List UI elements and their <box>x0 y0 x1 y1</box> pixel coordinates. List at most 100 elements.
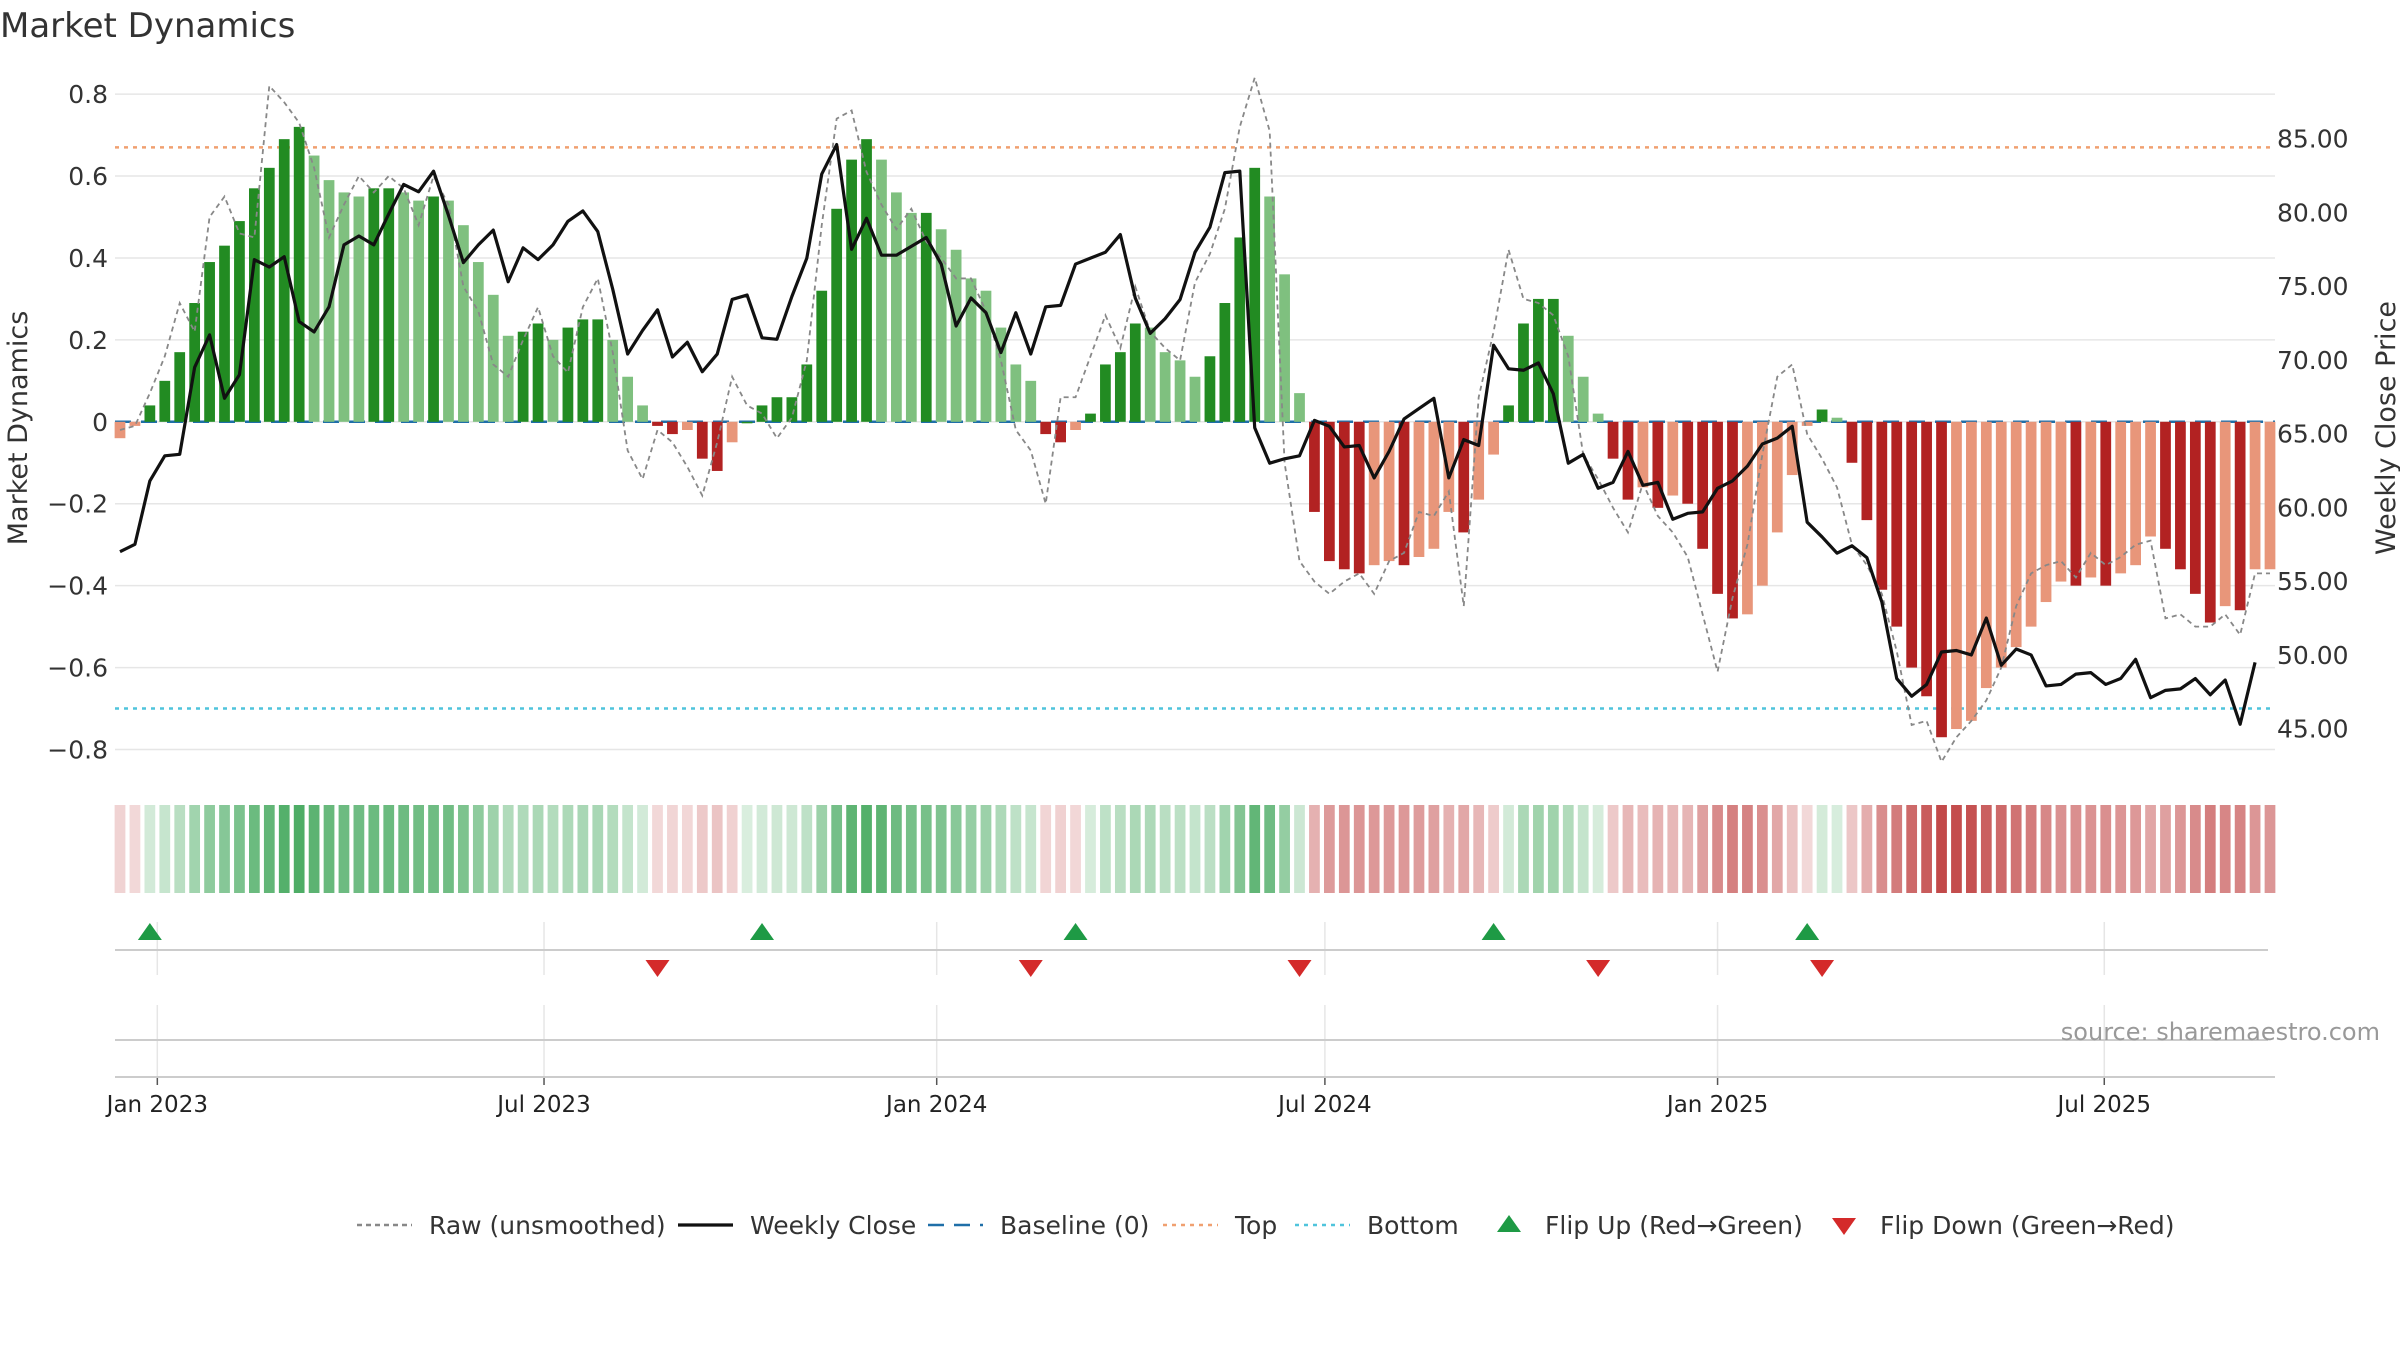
heat-cell <box>2070 805 2082 893</box>
legend-item: Flip Down (Green→Red) <box>1832 1211 2175 1240</box>
heat-cell <box>1876 805 1888 893</box>
dynamics-bar <box>1682 421 1694 504</box>
dynamics-bar <box>891 192 902 422</box>
dynamics-bar <box>1473 421 1485 500</box>
heat-cell <box>1010 805 1022 893</box>
heat-cell <box>1697 805 1709 893</box>
heat-cell <box>353 805 365 893</box>
dynamics-bar <box>1712 421 1723 594</box>
heat-cell <box>1324 805 1335 893</box>
dynamics-bar <box>308 155 320 422</box>
legend-item: Bottom <box>1295 1211 1459 1240</box>
dynamics-bar <box>1174 360 1186 422</box>
legend-label: Top <box>1234 1211 1277 1240</box>
heat-cell <box>2115 805 2127 893</box>
flip-up-marker <box>1063 923 1088 940</box>
heat-cell <box>1742 805 1753 893</box>
y-tick-label: 0.6 <box>68 162 108 191</box>
legend-item: Flip Up (Red→Green) <box>1497 1211 1803 1240</box>
heat-cell <box>383 805 395 893</box>
heat-cell <box>1458 805 1470 893</box>
heat-cell <box>1025 805 1037 893</box>
dynamics-bar <box>980 290 992 422</box>
heat-cell <box>1682 805 1694 893</box>
dynamics-bar <box>338 192 350 422</box>
dynamics-bar <box>995 327 1007 422</box>
heat-cell <box>801 805 813 893</box>
dynamics-bar <box>293 126 305 422</box>
dynamics-bar <box>278 139 290 422</box>
heat-cell <box>726 805 738 893</box>
heat-cell <box>2160 805 2171 893</box>
heat-cell <box>1144 805 1156 893</box>
heat-cell <box>592 805 604 893</box>
dynamics-bar <box>1801 421 1813 426</box>
heat-cell <box>308 805 320 893</box>
heat-cell <box>1129 805 1141 893</box>
dynamics-bar <box>1995 421 2007 668</box>
dynamics-bar <box>1966 421 1977 721</box>
dynamics-bar <box>950 249 962 422</box>
legend-item: Raw (unsmoothed) <box>357 1211 666 1240</box>
heat-cell <box>861 805 872 893</box>
heat-cell <box>846 805 857 893</box>
dynamics-bar <box>2175 421 2186 570</box>
y-tick-label: 0.4 <box>68 244 108 273</box>
dynamics-bar <box>831 208 843 422</box>
heat-cell <box>681 805 693 893</box>
dynamics-bar <box>1936 421 1947 738</box>
heat-cell <box>2130 805 2141 893</box>
heat-cell <box>263 805 275 893</box>
dynamics-bar <box>1846 421 1858 463</box>
dynamics-bar <box>2040 421 2052 603</box>
heat-cell <box>174 805 186 893</box>
heat-cell <box>1966 805 1977 893</box>
heat-cell <box>1040 805 1052 893</box>
dynamics-bar <box>652 421 663 426</box>
heat-cell <box>1338 805 1350 893</box>
dynamics-bar <box>219 245 230 422</box>
dynamics-bar <box>2115 421 2127 574</box>
heat-cell <box>1831 805 1843 893</box>
heat-cell <box>1055 805 1066 893</box>
dynamics-bar <box>905 212 917 422</box>
heat-cell <box>547 805 559 893</box>
dynamics-bar <box>234 221 245 422</box>
heat-cell <box>1906 805 1918 893</box>
flip-down-marker <box>1287 960 1312 977</box>
legend-label: Raw (unsmoothed) <box>429 1211 666 1240</box>
dynamics-bar <box>532 323 544 422</box>
dynamics-bar <box>786 397 798 422</box>
heat-cell <box>950 805 962 893</box>
heat-cell <box>1980 805 1992 893</box>
dynamics-bar <box>2204 421 2216 623</box>
dynamics-bar <box>1204 356 1216 422</box>
dynamics-bar <box>1324 421 1335 562</box>
dynamics-bar <box>816 290 828 422</box>
dynamics-bar <box>2130 421 2141 566</box>
y-tick-label: −0.6 <box>47 654 108 683</box>
heat-cell <box>622 805 634 893</box>
dynamics-bar <box>383 188 395 422</box>
dynamics-bar <box>935 229 947 422</box>
heat-cell <box>159 805 171 893</box>
flip-down-marker <box>1810 960 1835 977</box>
heat-cell <box>443 805 454 893</box>
heat-cell <box>2025 805 2037 893</box>
heat-cell <box>711 805 723 893</box>
dynamics-bar <box>846 159 857 422</box>
y2-tick-label: 65.00 <box>2277 420 2349 449</box>
heat-cell <box>1533 805 1544 893</box>
dynamics-bar <box>2219 421 2231 607</box>
dynamics-bar <box>1249 167 1261 422</box>
heat-cell <box>1488 805 1499 893</box>
heat-cell <box>502 805 514 893</box>
dynamics-bar <box>637 405 648 422</box>
dynamics-bar <box>413 200 424 422</box>
axes: 0.8 0.6 0.4 0.2 0 −0.2 −0.4 −0.6 −0.8 85.00 80.00 7… <box>47 80 2348 1118</box>
dynamics-bar <box>696 421 708 459</box>
dynamics-bar <box>1577 376 1589 422</box>
heat-cell <box>1085 805 1096 893</box>
dynamics-bar <box>1518 323 1529 422</box>
